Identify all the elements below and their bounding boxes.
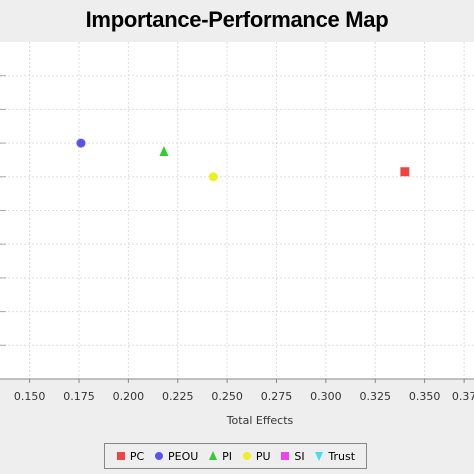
x-tick-label: 0.275 (261, 390, 293, 403)
legend-swatch (155, 452, 164, 460)
legend-marker-trust (315, 452, 324, 461)
x-tick-label: 0.250 (211, 390, 243, 403)
grid-lines (0, 42, 474, 379)
legend-label: PC (129, 449, 145, 463)
legend-swatch (242, 452, 251, 460)
legend-item-trust: Trust (314, 450, 355, 463)
x-tick-label: 0.37 (452, 390, 474, 403)
legend-label: PEOU (168, 449, 199, 463)
legend-swatch (116, 452, 125, 460)
legend-item-pu: PU (242, 450, 271, 463)
legend-label: SI (294, 449, 305, 463)
legend-label: Trust (328, 449, 356, 463)
legend-marker-pi (209, 451, 218, 460)
x-tick-label: 0.325 (360, 390, 392, 403)
legend-item-si: SI (280, 449, 305, 463)
chart-title: Importance-Performance Map (85, 7, 389, 32)
legend-marker-si (281, 452, 290, 460)
legend-swatch (209, 451, 218, 460)
x-tick-label: 0.300 (310, 390, 342, 403)
x-axis-ticks: 0.150 0.175 0.200 0.225 0.250 0.275 0.300 0.325… (14, 379, 474, 403)
legend: PC PEOU PI PU SI Trust (104, 443, 367, 469)
x-tick-label: 0.225 (162, 390, 194, 403)
legend-item-pi: PI (208, 450, 232, 463)
x-tick-label: 0.150 (14, 390, 46, 403)
legend-item-peou: PEOU (154, 450, 198, 463)
legend-swatch (281, 452, 290, 460)
data-point-peou (76, 138, 86, 148)
legend-swatch (315, 452, 324, 461)
data-point-pi (159, 146, 169, 157)
x-tick-label: 0.175 (63, 390, 95, 403)
x-tick-label: 0.350 (409, 390, 441, 403)
legend-marker-pc (116, 452, 125, 460)
x-tick-label: 0.200 (113, 390, 145, 403)
legend-label: PU (255, 449, 271, 463)
legend-marker-peou (155, 452, 164, 460)
data-point-pc (400, 167, 410, 177)
legend-item-pc: PC (116, 450, 144, 463)
legend-marker-pu (242, 452, 251, 460)
x-axis-label: Total Effects (226, 414, 294, 427)
legend-label: PI (222, 449, 233, 463)
data-point-pu (208, 172, 218, 182)
data-points (76, 138, 410, 182)
